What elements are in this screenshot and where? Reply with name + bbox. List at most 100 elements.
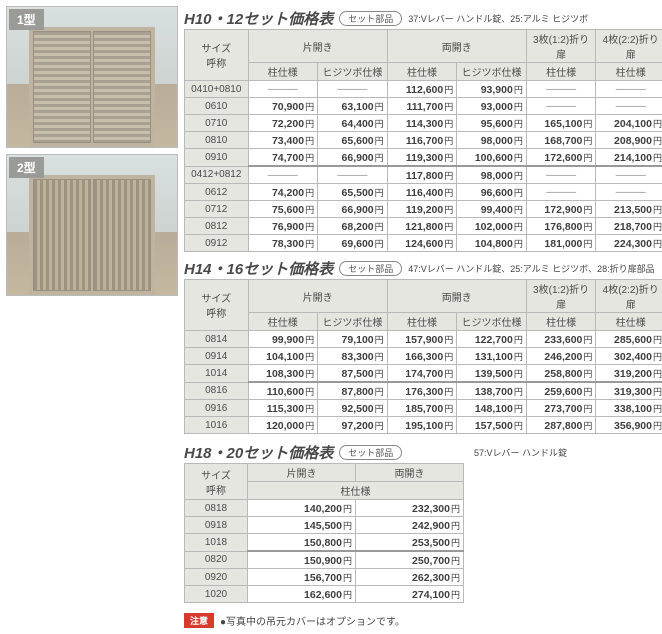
price-cell: 138,700	[457, 382, 527, 400]
price-cell: 120,000	[248, 417, 318, 434]
size-label: 0818	[185, 500, 248, 517]
h-fold4: 4枚(2:2)折り扉	[596, 30, 662, 63]
price-cell: 176,800	[526, 218, 596, 235]
price-cell: 131,100	[457, 348, 527, 365]
price-cell: 185,700	[387, 400, 457, 417]
size-label: 1020	[185, 586, 248, 603]
h-single: 片開き	[248, 30, 387, 63]
t3-title: H18・20セット価格表	[184, 442, 333, 463]
price-cell: 253,500	[356, 534, 464, 552]
price-cell: 285,600	[596, 331, 662, 348]
price-cell: 73,400	[248, 132, 318, 149]
price-table-1: サイズ呼称 片開き 両開き 3枚(1:2)折り扉 4枚(2:2)折り扉 柱仕様 …	[184, 29, 662, 252]
price-cell: 224,300	[596, 235, 662, 252]
price-cell: 162,600	[248, 586, 356, 603]
price-cell: 319,200	[596, 365, 662, 383]
size-label: 0912	[185, 235, 249, 252]
size-label: 0412+0812	[185, 166, 249, 184]
price-cell: 98,000	[457, 166, 527, 184]
price-cell: 78,300	[248, 235, 318, 252]
size-label: 0610	[185, 98, 249, 115]
warning-text: ●写真中の吊元カバーはオプションです。	[220, 613, 405, 628]
price-cell: 262,300	[356, 569, 464, 586]
price-cell: 172,900	[526, 201, 596, 218]
price-cell: 87,800	[318, 382, 388, 400]
price-cell: 64,400	[318, 115, 388, 132]
price-cell: 65,500	[318, 184, 388, 201]
price-cell: 72,200	[248, 115, 318, 132]
price-cell: 116,700	[387, 132, 457, 149]
price-cell: 108,300	[248, 365, 318, 383]
price-cell: 274,100	[356, 586, 464, 603]
price-cell: ———	[596, 184, 662, 201]
price-cell: 97,200	[318, 417, 388, 434]
price-cell: 157,500	[457, 417, 527, 434]
size-label: 0810	[185, 132, 249, 149]
price-cell: 273,700	[526, 400, 596, 417]
price-cell: 69,600	[318, 235, 388, 252]
price-cell: ———	[318, 166, 388, 184]
thumb-2: 2型	[6, 154, 178, 296]
thumb-1: 1型	[6, 6, 178, 148]
size-label: 0916	[185, 400, 249, 417]
price-cell: 356,900	[596, 417, 662, 434]
price-cell: ———	[596, 81, 662, 98]
size-label: 0814	[185, 331, 249, 348]
price-cell: 75,600	[248, 201, 318, 218]
price-cell: 95,600	[457, 115, 527, 132]
price-cell: 150,800	[248, 534, 356, 552]
price-cell: 96,600	[457, 184, 527, 201]
price-cell: 208,900	[596, 132, 662, 149]
price-cell: 119,300	[387, 149, 457, 167]
price-cell: 111,700	[387, 98, 457, 115]
price-cell: ———	[526, 98, 596, 115]
price-cell: 174,700	[387, 365, 457, 383]
warning-badge: 注意	[184, 613, 214, 628]
price-cell: ———	[248, 166, 318, 184]
size-label: 1016	[185, 417, 249, 434]
price-cell: 99,400	[457, 201, 527, 218]
size-label: 0710	[185, 115, 249, 132]
size-label: 1018	[185, 534, 248, 552]
size-label: 0920	[185, 569, 248, 586]
price-cell: 165,100	[526, 115, 596, 132]
price-cell: 232,300	[356, 500, 464, 517]
price-cell: 139,500	[457, 365, 527, 383]
price-cell: 246,200	[526, 348, 596, 365]
price-cell: 287,800	[526, 417, 596, 434]
price-cell: 124,600	[387, 235, 457, 252]
price-cell: 70,900	[248, 98, 318, 115]
thumb-badge-1: 1型	[9, 9, 44, 30]
price-cell: ———	[318, 81, 388, 98]
price-cell: 66,900	[318, 201, 388, 218]
size-label: 0410+0810	[185, 81, 249, 98]
price-cell: 119,200	[387, 201, 457, 218]
price-cell: 66,900	[318, 149, 388, 167]
price-cell: 102,000	[457, 218, 527, 235]
price-cell: 112,600	[387, 81, 457, 98]
h-fold3: 3枚(1:2)折り扉	[526, 30, 596, 63]
price-cell: 93,000	[457, 98, 527, 115]
price-cell: ———	[596, 166, 662, 184]
price-cell: 319,300	[596, 382, 662, 400]
price-cell: ———	[526, 81, 596, 98]
price-cell: 115,300	[248, 400, 318, 417]
size-label: 0816	[185, 382, 249, 400]
h-double: 両開き	[387, 30, 526, 63]
price-cell: 74,700	[248, 149, 318, 167]
thumb-badge-2: 2型	[9, 157, 44, 178]
size-label: 0918	[185, 517, 248, 534]
price-cell: 242,900	[356, 517, 464, 534]
t2-parts: 47:Vレバー ハンドル錠、25:アルミ ヒジツボ、28:折り扉部品	[408, 262, 654, 275]
price-cell: 104,100	[248, 348, 318, 365]
price-cell: ———	[596, 98, 662, 115]
price-cell: 166,300	[387, 348, 457, 365]
price-cell: 150,900	[248, 551, 356, 569]
price-cell: 74,200	[248, 184, 318, 201]
price-cell: 117,800	[387, 166, 457, 184]
price-cell: 145,500	[248, 517, 356, 534]
price-table-3: サイズ呼称 片開き 両開き 柱仕様 0818140,200232,3000918…	[184, 463, 464, 603]
price-cell: 99,900	[248, 331, 318, 348]
price-cell: 195,100	[387, 417, 457, 434]
price-cell: 181,000	[526, 235, 596, 252]
